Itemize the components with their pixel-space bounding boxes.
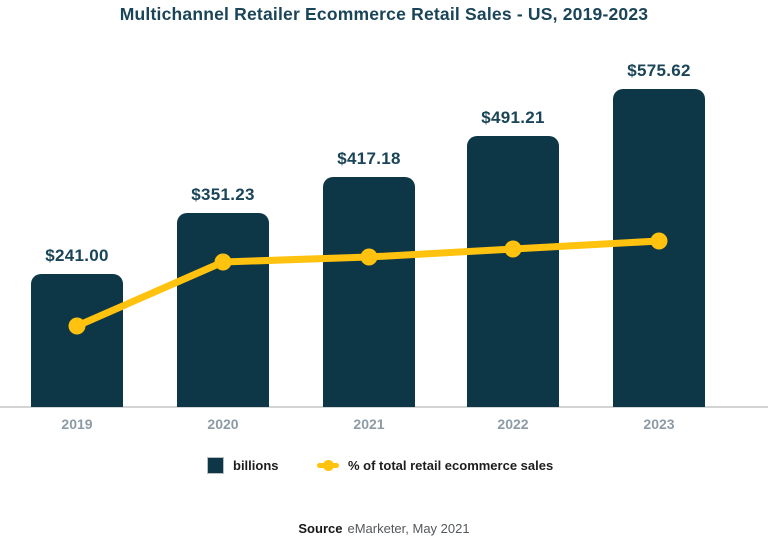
- bar-2020: [177, 213, 269, 407]
- x-axis-label-2020: 2020: [207, 416, 239, 432]
- legend: billions % of total retail ecommerce sal…: [0, 454, 768, 476]
- x-axis-line: [0, 406, 768, 408]
- x-axis-label-2019: 2019: [61, 416, 93, 432]
- x-axis-label-2022: 2022: [497, 416, 529, 432]
- line-marker-dot-icon: [322, 459, 334, 471]
- bar-2022: [467, 135, 559, 407]
- source-prefix: Source: [298, 521, 343, 536]
- bar-value-label-2019: $241.00: [45, 245, 109, 265]
- legend-item-billions: billions: [207, 454, 279, 476]
- source-text: eMarketer, May 2021: [347, 521, 470, 536]
- bar-value-label-2022: $491.21: [481, 107, 545, 127]
- x-axis-label-2021: 2021: [353, 416, 385, 432]
- legend-label-billions: billions: [233, 457, 279, 473]
- legend-item-percent-line: % of total retail ecommerce sales: [317, 454, 553, 476]
- plot-area: $241.00 $351.23 $417.18 $491.21 $575.62: [0, 61, 768, 408]
- source-note: Source eMarketer, May 2021: [0, 521, 768, 536]
- bar-2019: [31, 273, 123, 407]
- x-axis-labels: 2019 2020 2021 2022 2023: [0, 416, 768, 436]
- x-axis-label-2023: 2023: [643, 416, 675, 432]
- chart-title: Multichannel Retailer Ecommerce Retail S…: [119, 4, 649, 24]
- bar-value-label-2021: $417.18: [337, 148, 401, 168]
- legend-label-percent: % of total retail ecommerce sales: [348, 457, 554, 473]
- bar-2023: [613, 89, 705, 407]
- line-series-marker-icon: [317, 459, 339, 471]
- bar-value-label-2020: $351.23: [191, 185, 255, 204]
- bar-series-swatch-icon: [207, 456, 224, 474]
- bar-value-label-2023: $575.62: [627, 61, 691, 80]
- bar-2021: [323, 176, 415, 407]
